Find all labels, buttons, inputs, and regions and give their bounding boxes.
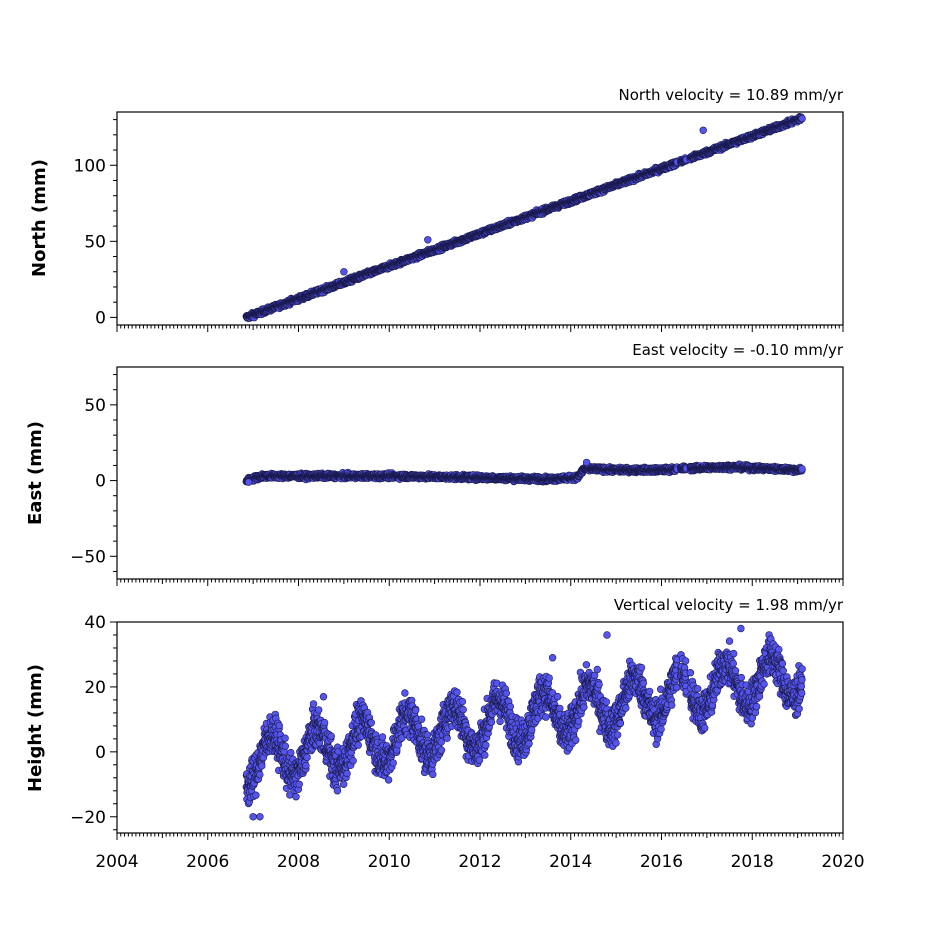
north-data-point — [699, 126, 707, 135]
north-y-ticks: 0 50 100 — [74, 119, 117, 328]
north-x-ticks — [116, 325, 844, 332]
north-panel: North velocity = 10.89 mm/yr 0 50 100 Nort… — [29, 86, 844, 332]
north-data-point — [424, 236, 432, 244]
north-panel-title: North velocity = 10.89 mm/yr — [619, 86, 844, 104]
north-y-tick-label: 50 — [84, 232, 106, 252]
north-data-point — [798, 114, 806, 123]
east-panel-title: East velocity = -0.10 mm/yr — [632, 341, 844, 359]
east-dots — [242, 458, 806, 486]
north-y-axis-label: North (mm) — [29, 159, 50, 277]
north-y-tick-label: 100 — [74, 156, 106, 176]
north-dots — [242, 112, 806, 322]
north-data-point — [340, 268, 348, 276]
north-y-tick-label: 0 — [95, 308, 106, 328]
